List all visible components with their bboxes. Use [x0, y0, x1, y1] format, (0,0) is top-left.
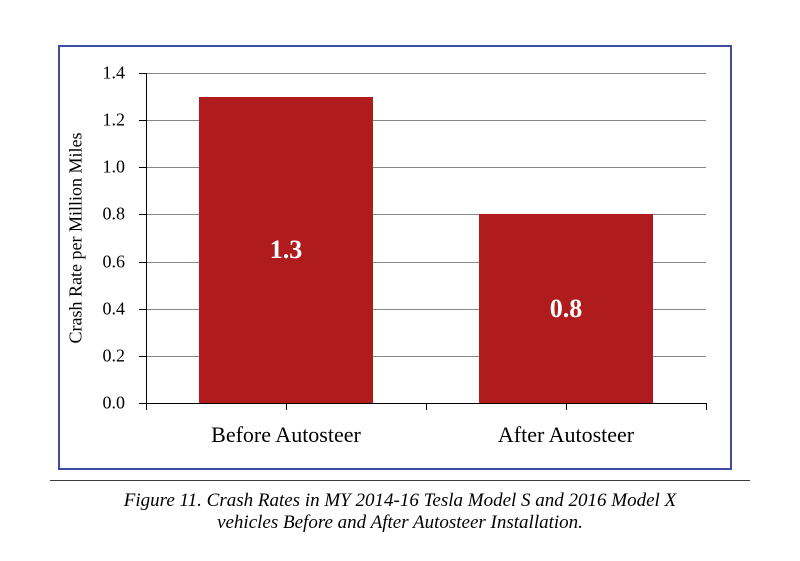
- y-tick-label: 0.8: [60, 204, 125, 225]
- x-tick: [706, 403, 707, 410]
- y-tick: [139, 214, 146, 215]
- y-tick-label: 0.2: [60, 345, 125, 366]
- x-tick: [426, 403, 427, 410]
- y-tick: [139, 73, 146, 74]
- caption-line-2: vehicles Before and After Autosteer Inst…: [217, 512, 583, 533]
- figure-caption: Figure 11. Crash Rates in MY 2014-16 Tes…: [0, 490, 800, 534]
- x-tick: [286, 403, 287, 410]
- bar-value-label: 1.3: [270, 235, 303, 265]
- chart-frame: 1.30.8 Crash Rate per Million Miles 0.00…: [58, 45, 732, 470]
- x-tick-label: Before Autosteer: [211, 422, 361, 448]
- y-tick: [139, 120, 146, 121]
- y-tick-label: 1.4: [60, 63, 125, 84]
- gridline: [146, 73, 706, 74]
- y-tick: [139, 403, 146, 404]
- x-tick: [566, 403, 567, 410]
- x-tick: [146, 403, 147, 410]
- y-axis-line: [146, 73, 147, 403]
- y-tick-label: 1.2: [60, 110, 125, 131]
- y-tick: [139, 167, 146, 168]
- bar-value-label: 0.8: [550, 294, 583, 324]
- y-tick: [139, 356, 146, 357]
- divider-rule: [50, 480, 750, 481]
- plot-area: 1.3 0.8: [146, 73, 706, 403]
- y-tick-label: 0.6: [60, 251, 125, 272]
- y-tick-label: 1.0: [60, 157, 125, 178]
- page: 1.30.8 Crash Rate per Million Miles 0.00…: [0, 0, 800, 561]
- y-tick: [139, 309, 146, 310]
- x-tick-label: After Autosteer: [498, 422, 634, 448]
- y-tick-label: 0.4: [60, 298, 125, 319]
- y-tick: [139, 262, 146, 263]
- caption-line-1: Figure 11. Crash Rates in MY 2014-16 Tes…: [124, 490, 676, 511]
- y-tick-label: 0.0: [60, 393, 125, 414]
